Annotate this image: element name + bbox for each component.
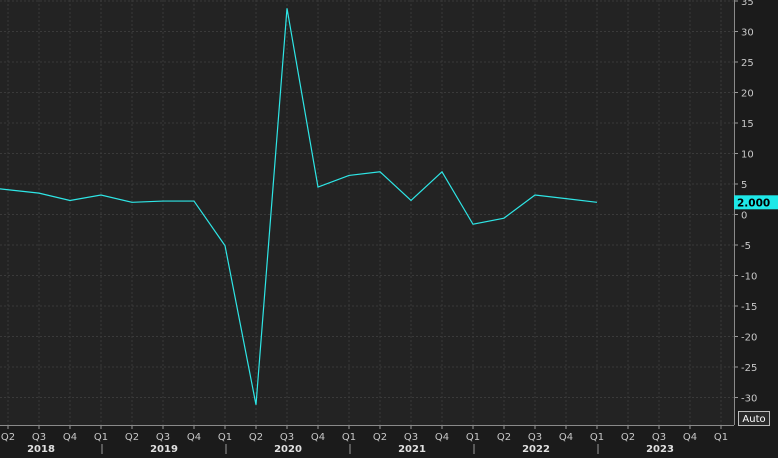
y-tick-label: -5 bbox=[741, 241, 751, 252]
y-tick-label: 0 bbox=[741, 211, 747, 222]
y-tick-label: 5 bbox=[741, 180, 747, 191]
x-tick-label: Q2 bbox=[497, 432, 511, 443]
x-tick-label: Q4 bbox=[311, 432, 325, 443]
year-label: 2018 bbox=[27, 444, 55, 454]
y-tick-label: -10 bbox=[741, 272, 757, 283]
y-tick-label: -20 bbox=[741, 333, 757, 344]
y-tick-label: 30 bbox=[741, 28, 754, 39]
x-tick-label: Q3 bbox=[280, 432, 294, 443]
x-tick-label: Q1 bbox=[466, 432, 480, 443]
y-tick-label: 35 bbox=[741, 0, 754, 8]
x-tick-label: Q4 bbox=[63, 432, 77, 443]
x-tick-label: Q1 bbox=[342, 432, 356, 443]
x-tick-label: Q1 bbox=[714, 432, 728, 443]
y-tick-label: -30 bbox=[741, 394, 757, 405]
last-value-text: 2.000 bbox=[737, 197, 770, 209]
x-tick-label: Q4 bbox=[435, 432, 449, 443]
x-tick-label: Q2 bbox=[621, 432, 635, 443]
x-tick-label: Q3 bbox=[528, 432, 542, 443]
last-value-label: 2.000 bbox=[734, 195, 778, 209]
x-tick-label: Q2 bbox=[125, 432, 139, 443]
auto-button-label[interactable]: Auto bbox=[742, 414, 765, 425]
y-tick-label: 10 bbox=[741, 150, 754, 161]
x-tick-label: Q1 bbox=[590, 432, 604, 443]
x-axis: Q2 Q3 Q4 Q1 Q2 Q3 Q4 Q1 Q2 Q3 Q4 Q1 Q2 Q3 Q4 Q1 Q2 Q3 Q4 Q1… bbox=[0, 425, 734, 454]
x-tick-label: Q4 bbox=[187, 432, 201, 443]
y-tick-label: 15 bbox=[741, 119, 754, 130]
y-tick-label: -15 bbox=[741, 302, 757, 313]
x-tick-label: Q3 bbox=[404, 432, 418, 443]
year-label: 2021 bbox=[398, 444, 426, 454]
y-tick-label: 20 bbox=[741, 89, 754, 100]
year-label: 2020 bbox=[274, 444, 302, 454]
y-tick-label: 25 bbox=[741, 58, 754, 69]
x-tick-label: Q1 bbox=[94, 432, 108, 443]
y-tick-label: -25 bbox=[741, 363, 757, 374]
x-tick-label: Q3 bbox=[156, 432, 170, 443]
x-tick-label: Q4 bbox=[559, 432, 573, 443]
y-axis: 35 30 25 20 15 10 5 0 -5 -10 -15 -20 -25 -30 bbox=[734, 0, 757, 425]
year-label: 2019 bbox=[150, 444, 178, 454]
x-tick-label: Q3 bbox=[652, 432, 666, 443]
year-label: 2023 bbox=[646, 444, 674, 454]
auto-scale-button[interactable]: Auto bbox=[739, 412, 770, 426]
x-tick-label: Q4 bbox=[683, 432, 697, 443]
x-tick-label: Q2 bbox=[373, 432, 387, 443]
x-tick-label: Q2 bbox=[249, 432, 263, 443]
x-tick-label: Q1 bbox=[218, 432, 232, 443]
plot-background bbox=[0, 0, 734, 425]
x-tick-label: Q3 bbox=[32, 432, 46, 443]
year-label: 2022 bbox=[522, 444, 550, 454]
x-tick-label: Q2 bbox=[1, 432, 15, 443]
